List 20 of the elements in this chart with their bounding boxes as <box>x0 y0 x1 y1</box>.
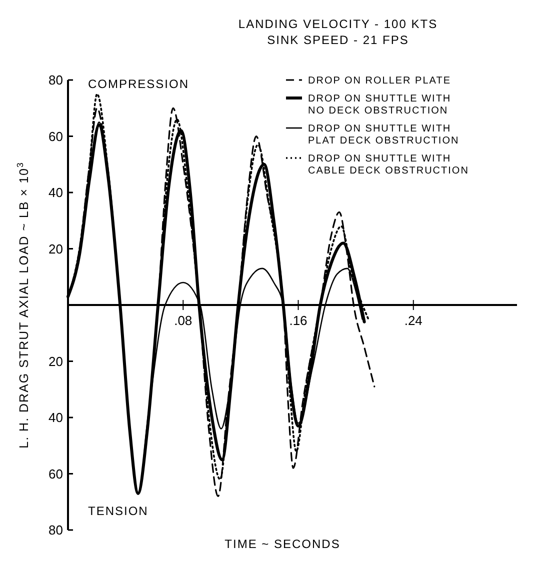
x-tick-label: .16 <box>289 313 308 328</box>
chart-subtitle: SINK SPEED - 21 FPS <box>267 33 409 47</box>
y-tick-label: 60 <box>48 128 63 144</box>
annotation: TENSION <box>88 504 148 518</box>
y-tick-label: 80 <box>48 72 63 88</box>
y-tick-label: 40 <box>48 410 63 426</box>
y-tick-label: 20 <box>48 354 63 369</box>
legend-label: DROP ON ROLLER PLATE <box>308 76 451 86</box>
chart-title: LANDING VELOCITY - 100 KTS <box>238 17 438 31</box>
legend-label: DROP ON SHUTTLE WITH NO DECK OBSTRUCTION <box>308 94 452 116</box>
y-tick-label: 20 <box>48 241 63 256</box>
legend-label: DROP ON SHUTTLE WITH PLAT DECK OBSTRUCTION <box>308 124 460 146</box>
y-tick-label: 80 <box>48 522 63 538</box>
x-tick-label: .24 <box>404 313 422 328</box>
x-axis-title: TIME ~ SECONDS <box>224 537 340 551</box>
y-tick-label: 40 <box>48 185 63 200</box>
y-tick-label: 60 <box>48 466 63 482</box>
annotation: COMPRESSION <box>88 77 190 91</box>
legend-label: DROP ON SHUTTLE WITH CABLE DECK OBSTRUCTION <box>308 154 469 176</box>
x-tick-label: .08 <box>174 313 192 328</box>
